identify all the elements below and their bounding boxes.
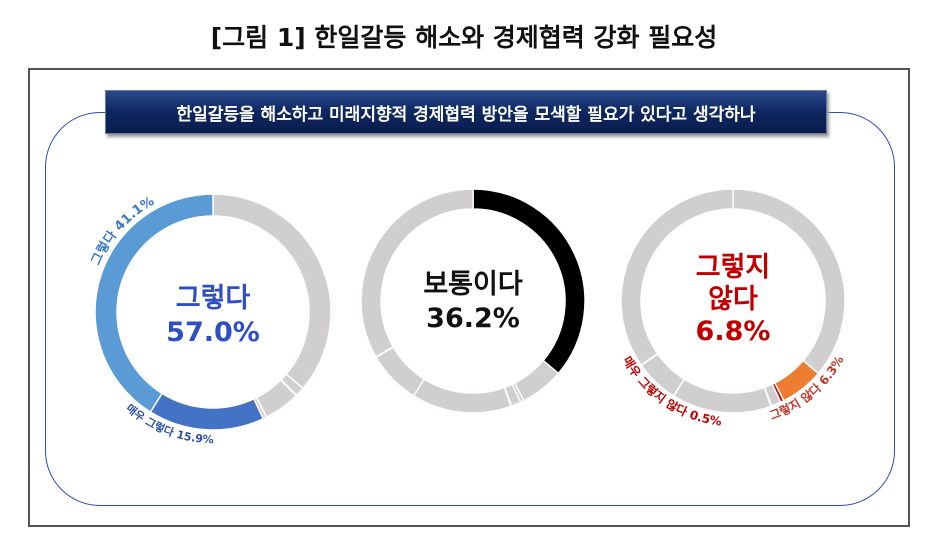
segment-divider	[763, 387, 773, 407]
question-banner: 한일갈등을 해소하고 미래지향적 경제협력 방안을 모색할 필요가 있다고 생각…	[105, 90, 827, 134]
segment-divider	[640, 352, 659, 367]
segment-divider	[503, 387, 513, 407]
center-label: 그렇다	[175, 283, 251, 314]
center-label: 그렇지	[695, 252, 771, 283]
center-label: 보통이다	[423, 269, 523, 300]
donut-center-agree: 그렇다 57.0%	[133, 282, 293, 350]
center-value: 6.8%	[695, 316, 771, 347]
chart-frame	[28, 68, 910, 527]
center-value: 57.0%	[166, 317, 260, 348]
donut-segment	[360, 188, 474, 397]
figure-title: [그림 1] 한일갈등 해소와 경제협력 강화 필요성	[210, 23, 718, 52]
donut-center-neutral: 보통이다 36.2%	[393, 268, 553, 336]
donut-segment	[412, 377, 522, 414]
center-value: 36.2%	[426, 303, 520, 334]
donut-segment	[620, 188, 734, 397]
center-label: 않다	[708, 284, 758, 315]
segment-divider	[280, 379, 298, 397]
segment-divider	[375, 346, 394, 358]
donut-center-disagree: 그렇지 않다 6.8%	[653, 252, 813, 348]
donut-segment	[94, 193, 214, 414]
